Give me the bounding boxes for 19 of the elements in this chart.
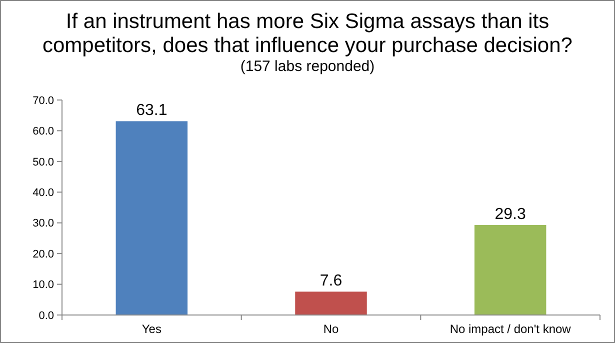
data-label: 29.3	[494, 206, 526, 224]
data-label: 7.6	[320, 272, 342, 290]
bar	[474, 225, 546, 315]
chart-title: If an instrument has more Six Sigma assays than its competitors, does that influence your purchase decision?	[42, 10, 572, 57]
x-tick-label: Yes	[142, 322, 162, 336]
y-tick-label: 50.0	[32, 156, 54, 168]
y-tick-label: 70.0	[32, 94, 54, 107]
x-tick-label: No	[323, 322, 339, 336]
y-tick-label: 20.0	[32, 248, 54, 260]
y-tick-label: 60.0	[32, 126, 54, 138]
y-tick-label: 30.0	[32, 218, 54, 230]
chart-subtitle: (157 labs reponded)	[240, 58, 375, 75]
x-tick-label: No impact / don't know	[450, 322, 572, 336]
bar	[116, 121, 188, 315]
y-tick-label: 0.0	[38, 310, 54, 322]
y-tick-label: 10.0	[32, 279, 54, 292]
y-tick-label: 40.0	[32, 186, 54, 199]
data-label: 63.1	[136, 102, 168, 120]
bar	[295, 292, 367, 315]
